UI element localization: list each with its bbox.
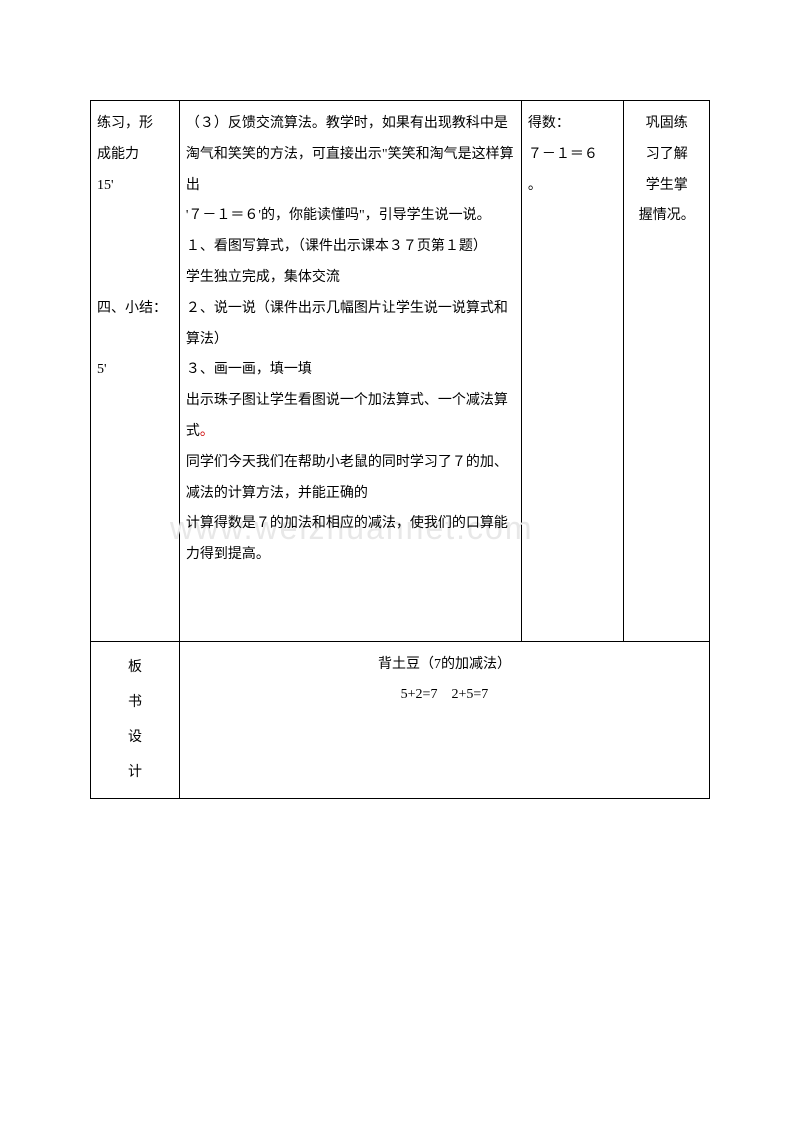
activity-text: 同学们今天我们在帮助小老鼠的同时学习了７的加、减法的计算方法，并能正确的: [186, 448, 515, 510]
activity-text: 计算得数是７的加法和相应的减法，使我们的口算能力得到提高。: [186, 509, 515, 571]
activity-text: ３、画一画，填一填: [186, 355, 515, 386]
intent-column: 巩固练 习了解 学生掌 握情况。: [624, 101, 710, 642]
activity-text: １、看图写算式，（课件出示课本３７页第１题）: [186, 232, 515, 263]
activity-text: [186, 602, 515, 633]
label-char: 计: [97, 755, 173, 790]
activity-text: '７－１＝６'的，你能读懂吗"，引导学生说一说。: [186, 201, 515, 232]
label-char: 设: [97, 720, 173, 755]
stage-text: 成能力: [97, 140, 173, 171]
red-dot-accent: 。: [200, 424, 214, 439]
stage-text: [97, 232, 173, 263]
student-text: 。: [528, 171, 618, 202]
table-row: 练习，形 成能力 15' 四、小结： 5' （３）反馈交流算法。教学时，如果有出…: [91, 101, 710, 642]
student-text: ７－１＝６: [528, 140, 618, 171]
page-container: 练习，形 成能力 15' 四、小结： 5' （３）反馈交流算法。教学时，如果有出…: [0, 0, 800, 899]
activity-text: 学生独立完成，集体交流: [186, 263, 515, 294]
stage-text: [97, 325, 173, 356]
activity-text: ２、说一说（课件出示几幅图片让学生说一说算式和算法）: [186, 294, 515, 356]
board-design-label: 板 书 设 计: [91, 641, 180, 798]
intent-text: 学生掌: [630, 171, 703, 202]
label-char: 板: [97, 650, 173, 685]
intent-text: 习了解: [630, 140, 703, 171]
stage-text: 练习，形: [97, 109, 173, 140]
teacher-activity-column: （３）反馈交流算法。教学时，如果有出现教科中是淘气和笑笑的方法，可直接出示"笑笑…: [179, 101, 521, 642]
stage-text: 15': [97, 171, 173, 202]
activity-text: [186, 571, 515, 602]
lesson-plan-table: 练习，形 成能力 15' 四、小结： 5' （３）反馈交流算法。教学时，如果有出…: [90, 100, 710, 799]
stage-column: 练习，形 成能力 15' 四、小结： 5': [91, 101, 180, 642]
intent-text: 握情况。: [630, 201, 703, 232]
intent-text: 巩固练: [630, 109, 703, 140]
student-activity-column: 得数： ７－１＝６ 。: [521, 101, 624, 642]
stage-text: 四、小结：: [97, 294, 173, 325]
student-text: 得数：: [528, 109, 618, 140]
stage-text: [97, 201, 173, 232]
stage-text: [97, 263, 173, 294]
activity-text: （３）反馈交流算法。教学时，如果有出现教科中是淘气和笑笑的方法，可直接出示"笑笑…: [186, 109, 515, 201]
board-title: 背土豆（7的加减法）: [186, 650, 703, 681]
label-char: 书: [97, 685, 173, 720]
stage-text: 5': [97, 355, 173, 386]
board-design-content: 背土豆（7的加减法） 5+2=7 2+5=7: [179, 641, 709, 798]
activity-text: 出示珠子图让学生看图说一个加法算式、一个减法算式。: [186, 386, 515, 448]
table-row: 板 书 设 计 背土豆（7的加减法） 5+2=7 2+5=7: [91, 641, 710, 798]
board-equations: 5+2=7 2+5=7: [186, 680, 703, 711]
